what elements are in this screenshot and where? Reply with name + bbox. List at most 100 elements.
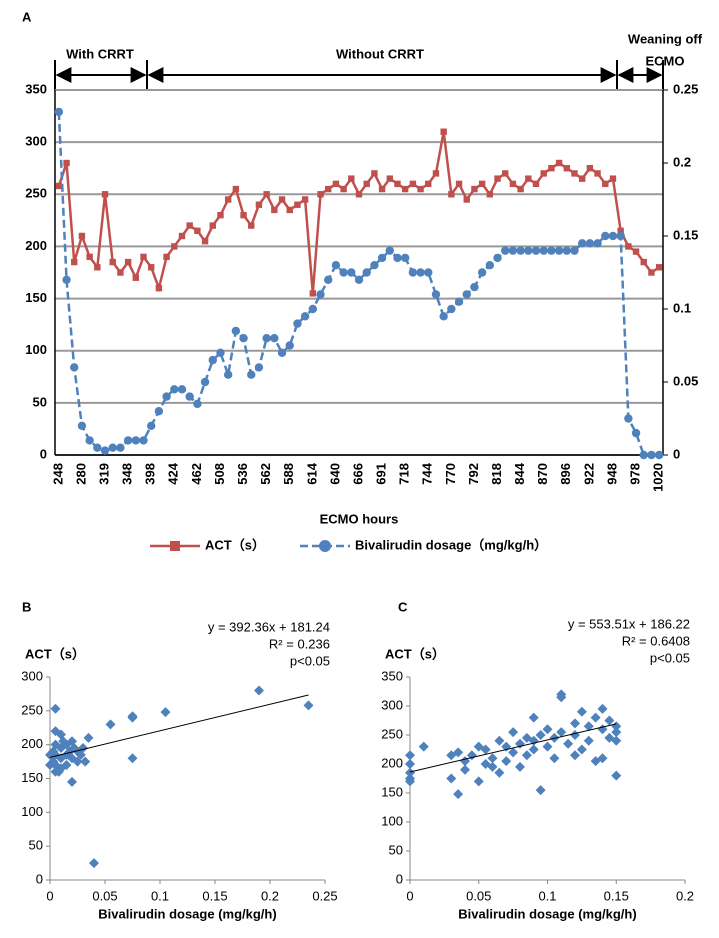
x-tick-label: 0.1	[538, 888, 556, 903]
dose-marker	[385, 246, 394, 255]
point	[487, 753, 498, 764]
x-tick-label: 0.15	[202, 888, 227, 903]
point	[405, 767, 415, 778]
act-marker	[448, 191, 455, 198]
x-tick-label: 691	[374, 463, 389, 485]
point	[460, 756, 470, 767]
act-marker	[432, 170, 440, 177]
dose-marker	[624, 414, 633, 423]
dose-marker	[62, 275, 71, 284]
x-tick-label: 792	[466, 463, 481, 485]
dose-marker	[239, 334, 248, 343]
act-marker	[201, 238, 209, 245]
act-marker	[178, 232, 186, 240]
y2-tick-label: 0.05	[673, 373, 698, 388]
dose-marker	[562, 246, 571, 255]
dose-marker	[570, 246, 579, 255]
dose-marker	[577, 239, 587, 248]
point	[303, 700, 314, 711]
dose-marker	[616, 231, 625, 241]
point	[460, 764, 470, 775]
y-tick-label: 150	[21, 770, 43, 785]
point	[611, 721, 622, 732]
dose-marker	[431, 290, 441, 299]
act-marker	[571, 170, 578, 177]
point	[597, 724, 608, 735]
dose-marker	[370, 261, 379, 270]
dose-marker	[247, 370, 256, 379]
act-marker	[286, 206, 293, 214]
act-marker	[371, 170, 378, 177]
dose-marker	[531, 246, 541, 255]
point	[611, 735, 622, 746]
act-marker	[55, 182, 63, 190]
panel-label: A	[22, 9, 32, 24]
legend-label: ACT（s）	[205, 537, 265, 552]
dose-marker	[177, 385, 187, 394]
dose-marker	[493, 253, 502, 263]
act-marker	[224, 196, 232, 203]
point	[160, 707, 171, 718]
act-marker	[548, 165, 555, 172]
act-marker	[348, 175, 355, 182]
act-marker	[171, 243, 178, 250]
point	[521, 750, 532, 761]
x-tick-label: 718	[397, 463, 412, 485]
x-tick-label: 0.25	[312, 888, 337, 903]
act-marker	[394, 180, 401, 188]
act-marker	[563, 165, 570, 172]
point	[89, 858, 99, 869]
dose-marker	[654, 450, 664, 460]
point	[556, 727, 567, 738]
act-marker	[594, 170, 601, 177]
annotation: ECMO	[646, 53, 685, 68]
act-marker	[617, 227, 624, 234]
y-tick-label: 250	[381, 726, 403, 741]
dose-marker	[262, 334, 271, 343]
act-marker	[63, 159, 70, 167]
point	[611, 727, 622, 738]
act-marker	[317, 191, 324, 198]
dose-marker	[223, 370, 233, 379]
point	[453, 789, 464, 800]
act-marker	[124, 258, 132, 266]
act-marker	[132, 274, 140, 281]
act-marker	[440, 128, 447, 135]
dose-marker	[131, 436, 141, 445]
dose-marker	[416, 268, 425, 277]
dose-marker	[539, 246, 548, 255]
point	[583, 735, 594, 746]
dose-marker	[300, 312, 310, 321]
point	[570, 750, 580, 761]
annotation: Without CRRT	[336, 46, 424, 61]
dose-marker	[308, 304, 318, 314]
point	[83, 732, 94, 743]
point	[570, 718, 580, 729]
dose-marker	[331, 261, 341, 270]
point	[597, 753, 608, 764]
point	[473, 776, 484, 787]
x-tick-label: 844	[512, 462, 527, 484]
x-tick-label: 0	[46, 888, 53, 903]
act-marker	[532, 180, 540, 188]
x-tick-label: 0.05	[92, 888, 117, 903]
y-tick-label: 250	[21, 702, 43, 717]
x-tick-label: 978	[628, 463, 643, 485]
y-axis-title: ACT（s）	[25, 646, 85, 661]
act-marker	[232, 185, 240, 193]
y-tick-label: 0	[36, 871, 43, 886]
act-marker	[78, 232, 86, 240]
dose-marker	[324, 275, 333, 284]
point	[570, 730, 580, 740]
act-marker	[101, 191, 109, 198]
point	[576, 706, 587, 717]
dose-marker	[185, 392, 194, 401]
act-marker	[417, 185, 424, 193]
y-tick-label: 200	[25, 238, 47, 253]
dose-marker	[585, 239, 595, 248]
x-tick-label: 348	[120, 463, 135, 485]
dose-marker	[377, 253, 387, 263]
act-marker	[602, 180, 609, 188]
act-marker	[71, 258, 78, 266]
x-tick-label: 870	[535, 463, 550, 485]
